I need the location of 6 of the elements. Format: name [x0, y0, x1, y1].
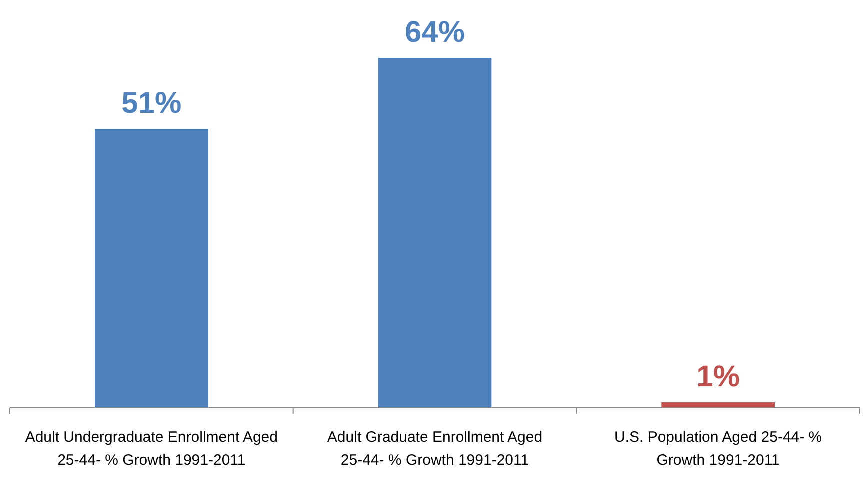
data-label: 51% [122, 87, 182, 120]
data-label: 64% [404, 16, 466, 49]
x-tick-label: Adult Graduate Enrollment Aged 25-44- % Growth 1991-2011 [327, 429, 543, 469]
x-tick-label: U.S. Population Aged 25-44- % Growth 1991-2011 [614, 429, 822, 469]
data-label: 1% [696, 360, 740, 394]
x-tick-label: Adult Undergraduate Enrollment Aged 25-44- % Growth 1991-2011 [25, 429, 278, 469]
